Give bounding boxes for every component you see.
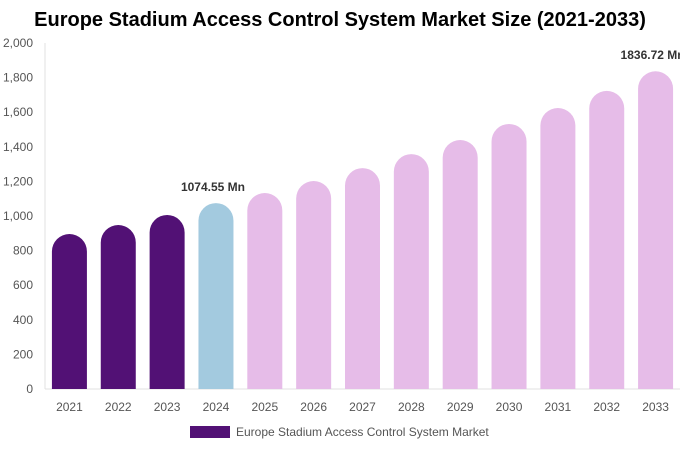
y-tick-label: 1,200	[3, 174, 33, 188]
x-tick-label: 2033	[642, 400, 669, 414]
x-tick-label: 2021	[56, 400, 83, 414]
y-tick-label: 200	[13, 347, 33, 361]
bar-2022[interactable]	[100, 225, 136, 389]
y-tick-label: 2,000	[3, 36, 33, 50]
x-tick-label: 2025	[251, 400, 278, 414]
x-tick-label: 2031	[545, 400, 572, 414]
y-tick-label: 1,800	[3, 71, 33, 85]
bar-2021[interactable]	[51, 234, 87, 389]
legend[interactable]: Europe Stadium Access Control System Mar…	[190, 425, 489, 439]
y-tick-label: 400	[13, 313, 33, 327]
y-tick-label: 1,400	[3, 140, 33, 154]
y-tick-label: 0	[26, 382, 33, 396]
bar-2031[interactable]	[540, 108, 576, 389]
y-tick-label: 600	[13, 278, 33, 292]
y-tick-label: 800	[13, 244, 33, 258]
x-tick-label: 2029	[447, 400, 474, 414]
bar-2028[interactable]	[393, 154, 429, 389]
x-tick-label: 2030	[496, 400, 523, 414]
bar-2032[interactable]	[589, 90, 625, 390]
data-label: 1836.72 Mn	[621, 48, 680, 62]
bar-2025[interactable]	[247, 192, 283, 389]
x-tick-label: 2023	[154, 400, 181, 414]
y-tick-label: 1,000	[3, 209, 33, 223]
bar-2027[interactable]	[345, 168, 380, 389]
bar-2023[interactable]	[149, 214, 185, 389]
x-tick-label: 2027	[349, 400, 376, 414]
chart-title: Europe Stadium Access Control System Mar…	[34, 9, 646, 31]
x-tick-label: 2026	[300, 400, 327, 414]
bar-2030[interactable]	[491, 123, 527, 390]
bar-2026[interactable]	[296, 181, 332, 389]
bar-2029[interactable]	[442, 140, 478, 389]
y-tick-label: 1,600	[3, 105, 33, 119]
x-tick-label: 2022	[105, 400, 132, 414]
data-label: 1074.55 Mn	[181, 180, 245, 194]
bar-2033[interactable]	[638, 71, 674, 389]
bar-2024[interactable]	[198, 203, 234, 389]
legend-swatch	[190, 426, 230, 438]
x-tick-label: 2028	[398, 400, 425, 414]
x-tick-label: 2024	[203, 400, 230, 414]
x-tick-label: 2032	[593, 400, 620, 414]
legend-label: Europe Stadium Access Control System Mar…	[236, 425, 489, 439]
